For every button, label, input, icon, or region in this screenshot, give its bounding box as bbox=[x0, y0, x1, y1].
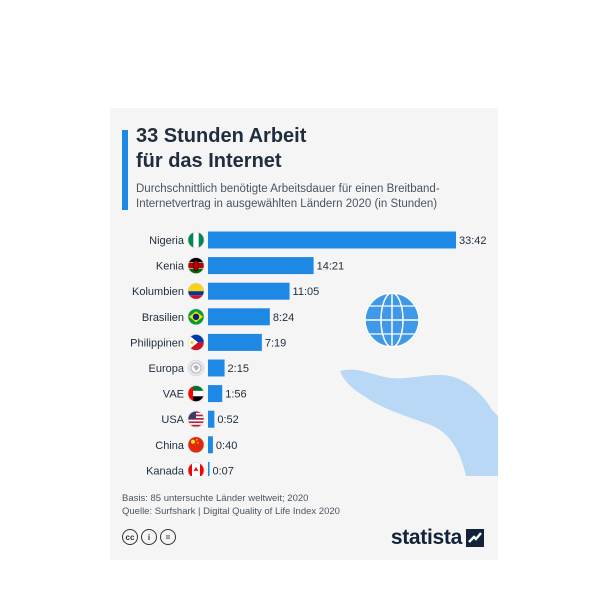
flag-usa-icon bbox=[188, 411, 204, 428]
bar bbox=[208, 359, 225, 377]
hand-globe-illustration bbox=[340, 292, 498, 476]
bar bbox=[208, 231, 456, 249]
value-label: 2:15 bbox=[228, 363, 249, 375]
no-derivatives-icon[interactable]: = bbox=[160, 529, 176, 545]
title-line-1: 33 Stunden Arbeit bbox=[136, 125, 307, 147]
bar bbox=[208, 461, 210, 476]
subtitle-line-2: Internetvertrag in ausgewählten Ländern … bbox=[136, 198, 438, 210]
statista-logo[interactable]: statista bbox=[391, 526, 484, 550]
bar bbox=[208, 257, 314, 275]
source-note: Quelle: Surfshark | Digital Quality of L… bbox=[122, 506, 340, 517]
category-label: Nigeria bbox=[149, 235, 185, 247]
cc-icon[interactable]: cc bbox=[122, 529, 138, 545]
value-label: 8:24 bbox=[273, 312, 294, 324]
europe-globe-icon bbox=[188, 360, 204, 376]
value-label: 7:19 bbox=[265, 337, 286, 349]
value-label: 1:56 bbox=[225, 389, 246, 401]
category-label: Brasilien bbox=[142, 312, 184, 324]
chart-subtitle: Durchschnittlich benötigte Arbeitsdauer … bbox=[136, 182, 492, 212]
value-label: 11:05 bbox=[293, 286, 320, 298]
value-label: 0:40 bbox=[216, 440, 237, 452]
category-label: VAE bbox=[163, 389, 184, 401]
bar bbox=[208, 282, 290, 300]
chart-title: 33 Stunden Arbeit für das Internet bbox=[136, 124, 476, 174]
value-label: 14:21 bbox=[317, 261, 345, 273]
bar bbox=[208, 308, 270, 326]
basis-note: Basis: 85 untersuchte Länder weltweit; 2… bbox=[122, 493, 309, 504]
value-label: 33:42 bbox=[459, 235, 487, 247]
category-label: USA bbox=[161, 414, 184, 426]
category-label: China bbox=[155, 440, 185, 452]
attribution-icon[interactable]: i bbox=[141, 529, 157, 545]
bar-chart: Nigeria 33:42 Kenia 14:21 Kolumbien 11:05 Bras… bbox=[130, 231, 498, 476]
category-label: Philippinen bbox=[130, 337, 184, 349]
flag-kenya-icon bbox=[188, 257, 204, 274]
license-icons: cc i = bbox=[122, 529, 176, 545]
chart-footer: Basis: 85 untersuchte Länder weltweit; 2… bbox=[122, 492, 340, 518]
statista-logo-icon bbox=[466, 529, 484, 547]
flag-brazil-icon bbox=[188, 308, 204, 325]
category-label: Kolumbien bbox=[132, 286, 184, 298]
bar bbox=[208, 436, 213, 454]
bar bbox=[208, 333, 262, 351]
subtitle-line-1: Durchschnittlich benötigte Arbeitsdauer … bbox=[136, 183, 440, 195]
flag-canada-icon bbox=[188, 462, 204, 476]
flag-colombia-icon bbox=[188, 283, 204, 300]
hand-illustration bbox=[340, 369, 498, 476]
infographic-card: 33 Stunden Arbeit für das Internet Durch… bbox=[110, 108, 498, 560]
flag-philippines-icon bbox=[188, 334, 204, 351]
bar bbox=[208, 385, 223, 403]
category-label: Europa bbox=[149, 363, 185, 375]
flag-uae-icon bbox=[188, 385, 204, 402]
globe-icon bbox=[364, 292, 420, 348]
value-label: 0:52 bbox=[217, 414, 238, 426]
category-label: Kanada bbox=[146, 465, 185, 476]
value-label: 0:07 bbox=[213, 465, 234, 476]
brand-name: statista bbox=[390, 526, 462, 549]
flag-nigeria-icon bbox=[188, 232, 204, 248]
category-label: Kenia bbox=[156, 261, 185, 273]
title-line-2: für das Internet bbox=[136, 150, 282, 172]
bar bbox=[208, 410, 215, 428]
title-accent-bar bbox=[122, 130, 128, 210]
flag-china-icon bbox=[188, 436, 204, 453]
